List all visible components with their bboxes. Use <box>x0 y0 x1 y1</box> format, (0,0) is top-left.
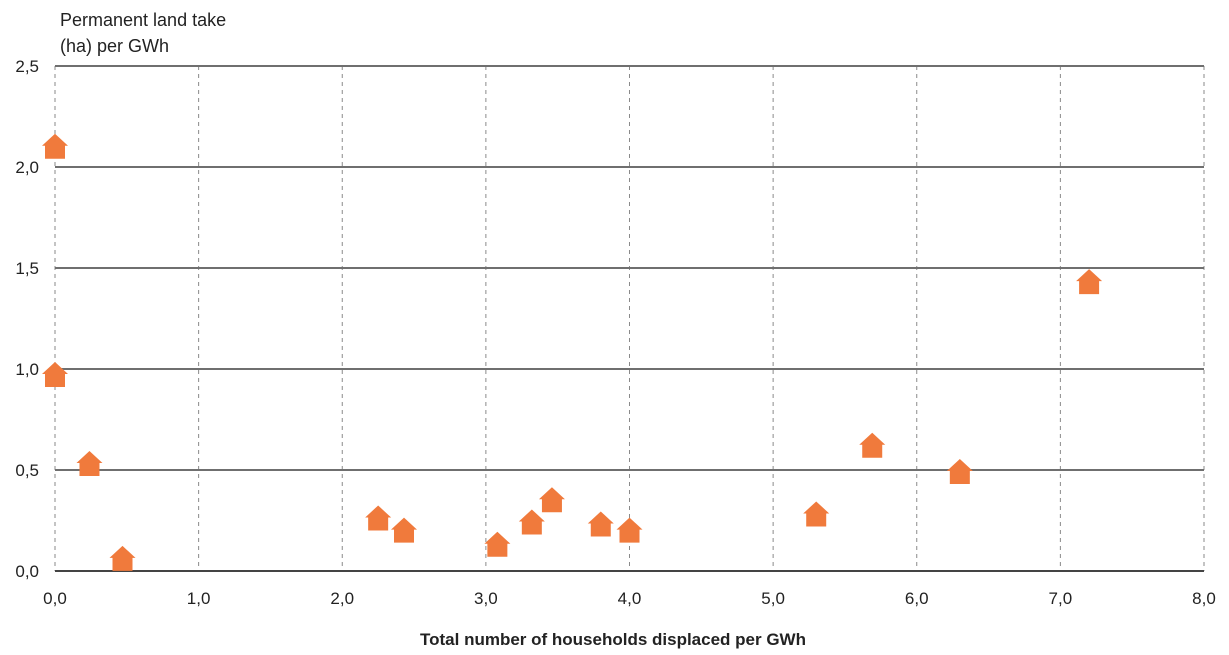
data-point <box>616 517 643 543</box>
house-icon <box>109 545 136 571</box>
house-icon <box>518 509 545 535</box>
y-tick-label: 2,5 <box>15 57 39 76</box>
house-icon <box>391 517 418 543</box>
house-icon <box>365 505 392 531</box>
x-tick-label: 0,0 <box>43 589 67 608</box>
x-axis-label: Total number of households displaced per… <box>420 630 806 649</box>
data-point <box>42 133 68 159</box>
data-point <box>518 509 545 535</box>
data-point <box>76 450 103 476</box>
y-tick-label: 0,5 <box>15 461 39 480</box>
data-point <box>42 362 68 388</box>
data-point <box>946 459 973 485</box>
house-icon <box>946 459 973 485</box>
x-tick-label: 5,0 <box>761 589 785 608</box>
data-point <box>803 501 830 527</box>
data-point <box>538 487 565 513</box>
y-tick-label: 1,0 <box>15 360 39 379</box>
x-tick-label: 4,0 <box>618 589 642 608</box>
house-icon <box>538 487 565 513</box>
house-icon <box>859 432 886 458</box>
y-tick-label: 2,0 <box>15 158 39 177</box>
grid <box>54 65 1205 572</box>
x-tick-label: 2,0 <box>330 589 354 608</box>
x-tick-label: 1,0 <box>187 589 211 608</box>
house-icon <box>1076 269 1103 295</box>
data-point <box>859 432 886 458</box>
house-icon <box>42 362 68 388</box>
y-axis-label-line-1: Permanent land take <box>60 10 226 30</box>
x-tick-label: 6,0 <box>905 589 929 608</box>
house-icon <box>616 517 643 543</box>
y-axis-label-line-2: (ha) per GWh <box>60 36 169 56</box>
house-icon <box>803 501 830 527</box>
house-icon <box>484 531 511 557</box>
house-icon <box>76 450 103 476</box>
y-tick-label: 1,5 <box>15 259 39 278</box>
house-icon <box>42 133 68 159</box>
x-tick-label: 8,0 <box>1192 589 1216 608</box>
house-icon <box>587 511 614 537</box>
data-point <box>365 505 392 531</box>
data-points <box>42 133 1103 571</box>
data-point <box>1076 269 1103 295</box>
x-tick-label: 3,0 <box>474 589 498 608</box>
data-point <box>484 531 511 557</box>
data-point <box>109 545 136 571</box>
data-point <box>587 511 614 537</box>
data-point <box>391 517 418 543</box>
y-axis-ticks: 0,0 0,5 1,0 1,5 2,0 2,5 <box>15 57 39 581</box>
x-tick-label: 7,0 <box>1049 589 1073 608</box>
y-tick-label: 0,0 <box>15 562 39 581</box>
x-axis-ticks: 0,0 1,0 2,0 3,0 4,0 5,0 6,0 7,0 8,0 <box>43 589 1216 608</box>
